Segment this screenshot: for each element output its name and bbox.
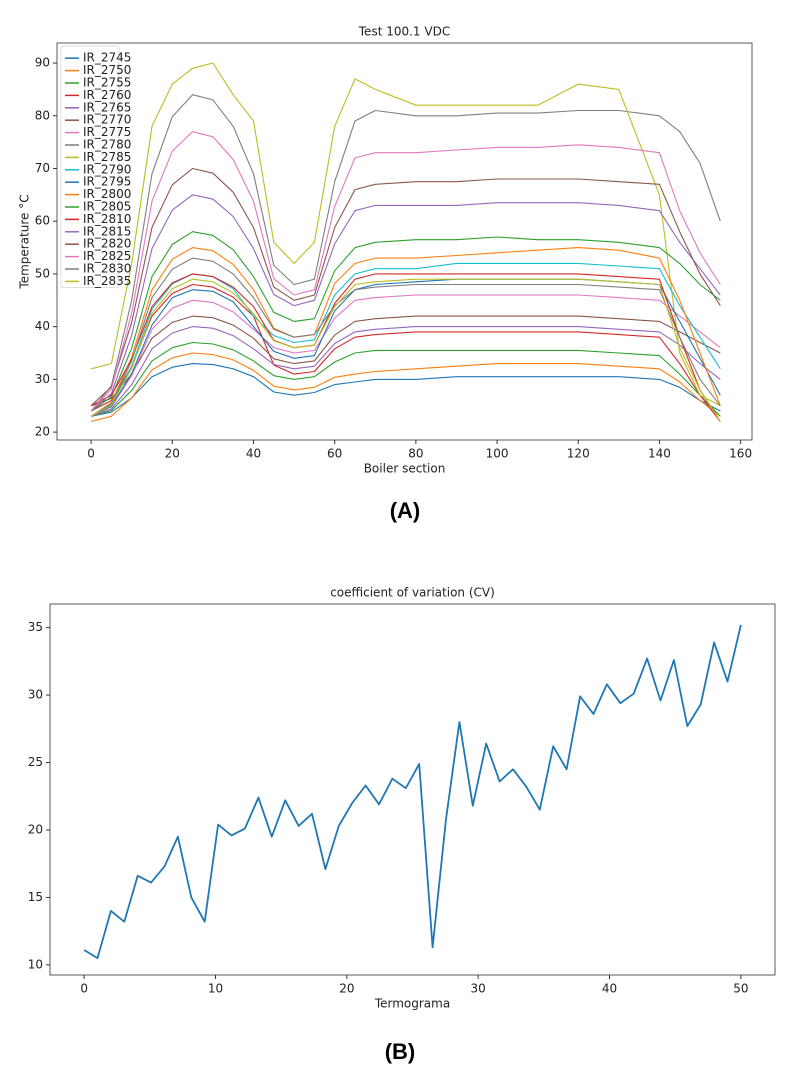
y-tick-label: 50	[35, 266, 50, 280]
legend-label: IR_2795	[83, 175, 131, 189]
chart-title: coefficient of variation (CV)	[330, 586, 495, 600]
legend-label: IR_2835	[83, 274, 131, 288]
data-line	[90, 363, 721, 417]
y-tick-label: 30	[35, 372, 50, 386]
legend-label: IR_2780	[83, 138, 131, 152]
x-tick-label: 10	[208, 982, 223, 996]
data-line	[90, 278, 721, 417]
data-line	[83, 624, 742, 959]
legend-label: IR_2745	[83, 51, 131, 65]
data-line	[90, 262, 721, 417]
x-tick-label: 100	[486, 447, 509, 461]
data-line	[90, 194, 721, 412]
legend-label: IR_2810	[83, 212, 131, 226]
x-axis-label: Boiler section	[364, 462, 446, 476]
data-line	[90, 273, 721, 422]
data-line	[90, 131, 721, 412]
x-tick-label: 40	[602, 982, 617, 996]
x-tick-label: 20	[165, 447, 180, 461]
legend-label: IR_2805	[83, 200, 131, 214]
y-tick-label: 20	[28, 822, 43, 836]
data-line	[90, 257, 721, 417]
x-tick-label: 0	[80, 982, 88, 996]
chart-title: Test 100.1 VDC	[358, 25, 450, 39]
data-line	[90, 326, 721, 417]
x-tick-label: 140	[648, 447, 671, 461]
y-tick-label: 40	[35, 319, 50, 333]
data-line	[90, 167, 721, 407]
legend-label: IR_2830	[83, 262, 131, 276]
data-line	[90, 247, 721, 417]
data-line	[90, 352, 721, 423]
legend-label: IR_2785	[83, 150, 131, 164]
y-tick-label: 35	[28, 620, 43, 634]
data-line	[90, 278, 721, 422]
x-tick-label: 0	[87, 447, 95, 461]
y-tick-label: 70	[35, 161, 50, 175]
x-tick-label: 30	[471, 982, 486, 996]
x-tick-label: 40	[246, 447, 261, 461]
legend-label: IR_2755	[83, 76, 131, 90]
data-line	[90, 283, 721, 422]
y-axis-label: Temperature °C	[18, 194, 32, 289]
data-line	[90, 294, 721, 417]
panel-label: (A)	[390, 498, 421, 523]
plot-frame	[56, 42, 753, 441]
legend-label: IR_2750	[83, 63, 131, 77]
legend-label: IR_2775	[83, 125, 131, 139]
x-axis-label: Termograma	[374, 997, 450, 1011]
x-tick-label: 20	[339, 982, 354, 996]
y-tick-label: 25	[28, 755, 43, 769]
legend-label: IR_2770	[83, 113, 131, 127]
x-tick-label: 160	[729, 447, 752, 461]
x-tick-label: 50	[733, 982, 748, 996]
y-tick-label: 80	[35, 108, 50, 122]
x-tick-label: 120	[567, 447, 590, 461]
x-tick-label: 60	[327, 447, 342, 461]
legend-label: IR_2815	[83, 224, 131, 238]
data-line	[90, 62, 721, 407]
legend-label: IR_2765	[83, 100, 131, 114]
data-line	[90, 231, 721, 412]
y-tick-label: 60	[35, 214, 50, 228]
legend-label: IR_2790	[83, 162, 131, 176]
data-line	[90, 341, 721, 417]
data-line	[90, 94, 721, 412]
panel-label: (B)	[385, 1039, 416, 1064]
plot-frame	[49, 603, 776, 976]
legend-label: IR_2760	[83, 88, 131, 102]
y-tick-label: 15	[28, 890, 43, 904]
legend-label: IR_2825	[83, 249, 131, 263]
legend-label: IR_2820	[83, 237, 131, 251]
legend-label: IR_2800	[83, 187, 131, 201]
x-tick-label: 80	[408, 447, 423, 461]
y-tick-label: 90	[35, 56, 50, 70]
y-tick-label: 10	[28, 957, 43, 971]
y-tick-label: 30	[28, 688, 43, 702]
legend-box	[60, 45, 120, 289]
data-line	[90, 315, 721, 407]
y-tick-label: 20	[35, 425, 50, 439]
